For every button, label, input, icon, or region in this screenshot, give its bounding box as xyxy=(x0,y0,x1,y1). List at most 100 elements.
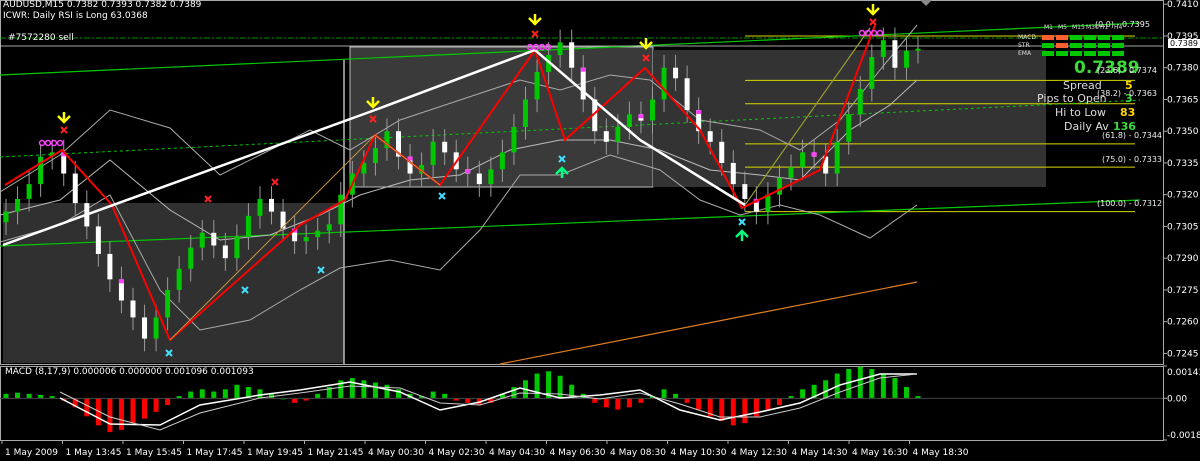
dot-marker-icon xyxy=(44,139,52,147)
hi-to-low-value: 83 xyxy=(1120,106,1136,119)
macd-bar xyxy=(800,389,806,399)
macd-bar xyxy=(211,391,217,399)
mtf-signal-block xyxy=(1112,35,1124,40)
fib-label-0: (0.0) - 0.7395 xyxy=(1095,20,1150,29)
cross-marker-icon xyxy=(317,266,325,274)
macd-bar xyxy=(84,398,90,417)
macd-bar xyxy=(326,387,332,399)
dot-marker-icon xyxy=(864,29,872,37)
cross-marker-icon xyxy=(165,349,173,357)
up-arrow-icon xyxy=(735,229,749,241)
macd-bar xyxy=(638,398,644,403)
candle-highlight xyxy=(811,152,817,157)
main-frame xyxy=(0,0,1164,365)
rsi-indicator-line: ICWR: Daily RSI is Long 63.0368 xyxy=(3,11,148,21)
channel-lower xyxy=(0,199,1141,247)
candle xyxy=(165,289,171,318)
mtf-signal-block xyxy=(1070,51,1082,56)
macd-bar xyxy=(603,398,609,408)
candle xyxy=(38,156,44,185)
mtf-signal-block xyxy=(1084,35,1096,40)
symbol-ohlc-line: AUDUSD,M15 0.7382 0.7393 0.7382 0.7389 xyxy=(3,0,202,10)
macd-bar xyxy=(557,375,563,399)
mtf-signal-block xyxy=(1070,43,1082,48)
mtf-signal-block xyxy=(1084,43,1096,48)
candle xyxy=(26,184,32,199)
candle xyxy=(557,42,563,56)
candle xyxy=(338,194,344,225)
price-axis-label-4: 0.7365 xyxy=(1167,95,1199,105)
down-arrow-icon xyxy=(57,112,71,124)
time-axis-label-6: 4 May 00:30 xyxy=(368,448,424,458)
candle-highlight xyxy=(61,152,67,157)
macd-bar xyxy=(869,369,875,399)
candle xyxy=(730,162,736,185)
dot-marker-icon xyxy=(38,139,46,147)
candle xyxy=(396,131,402,157)
candle xyxy=(915,48,921,51)
candle xyxy=(361,162,367,174)
mtf-tf-label: M1 xyxy=(1044,24,1053,31)
candle xyxy=(49,152,55,157)
candle xyxy=(892,40,898,68)
candle xyxy=(580,67,586,100)
dot-marker-icon xyxy=(858,29,866,37)
macd-bar xyxy=(49,396,55,399)
mtf-signal-block xyxy=(1056,35,1068,40)
fib-label-38: (38.2) - 0.7363 xyxy=(1097,89,1158,98)
macd-frame xyxy=(0,366,1164,441)
candle xyxy=(61,152,67,174)
macd-bar xyxy=(753,398,759,417)
candle xyxy=(765,194,771,212)
hi-to-low-label: Hi to Low xyxy=(1055,106,1107,119)
channel-mid xyxy=(0,99,1141,158)
candle xyxy=(857,88,863,115)
candle xyxy=(569,42,575,68)
candle xyxy=(488,169,494,185)
macd-bar xyxy=(788,396,794,399)
candle xyxy=(130,300,136,318)
macd-bar xyxy=(569,384,575,399)
candle xyxy=(534,71,540,100)
cross-marker-icon xyxy=(204,195,212,203)
macd-bar xyxy=(349,378,355,399)
candle xyxy=(800,152,806,168)
candle xyxy=(118,279,124,301)
candle xyxy=(880,40,886,58)
mtf-row-label: EMA xyxy=(1018,50,1032,57)
current-price-box: 0.7389 xyxy=(1168,39,1200,48)
zigzag-inner xyxy=(169,134,441,341)
time-axis-label-1: 1 May 13:45 xyxy=(66,448,122,458)
mtf-signal-block xyxy=(1084,51,1096,56)
macd-bar xyxy=(649,396,655,399)
candle xyxy=(753,198,759,212)
macd-axis-label-2: -0.001850 xyxy=(1167,431,1200,441)
macd-bar xyxy=(372,382,378,399)
candle xyxy=(661,67,667,100)
candle xyxy=(153,317,159,339)
macd-bar xyxy=(511,387,517,399)
candle xyxy=(222,245,228,259)
dot-marker-icon xyxy=(56,139,64,147)
mtf-signal-block xyxy=(1042,51,1054,56)
cross-marker-icon xyxy=(60,126,68,134)
macd-bar xyxy=(361,380,367,399)
candle xyxy=(211,232,217,246)
macd-bar xyxy=(592,398,598,403)
candle xyxy=(15,198,21,212)
macd-signal-line xyxy=(59,373,918,431)
down-arrow-icon xyxy=(366,97,380,109)
candle xyxy=(442,141,448,153)
macd-bar xyxy=(903,387,909,399)
macd-bar xyxy=(534,373,540,399)
price-axis-label-5: 0.7350 xyxy=(1167,127,1199,137)
candle xyxy=(245,215,251,238)
candle xyxy=(776,177,782,195)
macd-bar xyxy=(303,398,309,401)
candle xyxy=(684,78,690,111)
macd-bar xyxy=(38,394,44,399)
macd-bar xyxy=(199,389,205,399)
macd-bar xyxy=(315,393,321,399)
